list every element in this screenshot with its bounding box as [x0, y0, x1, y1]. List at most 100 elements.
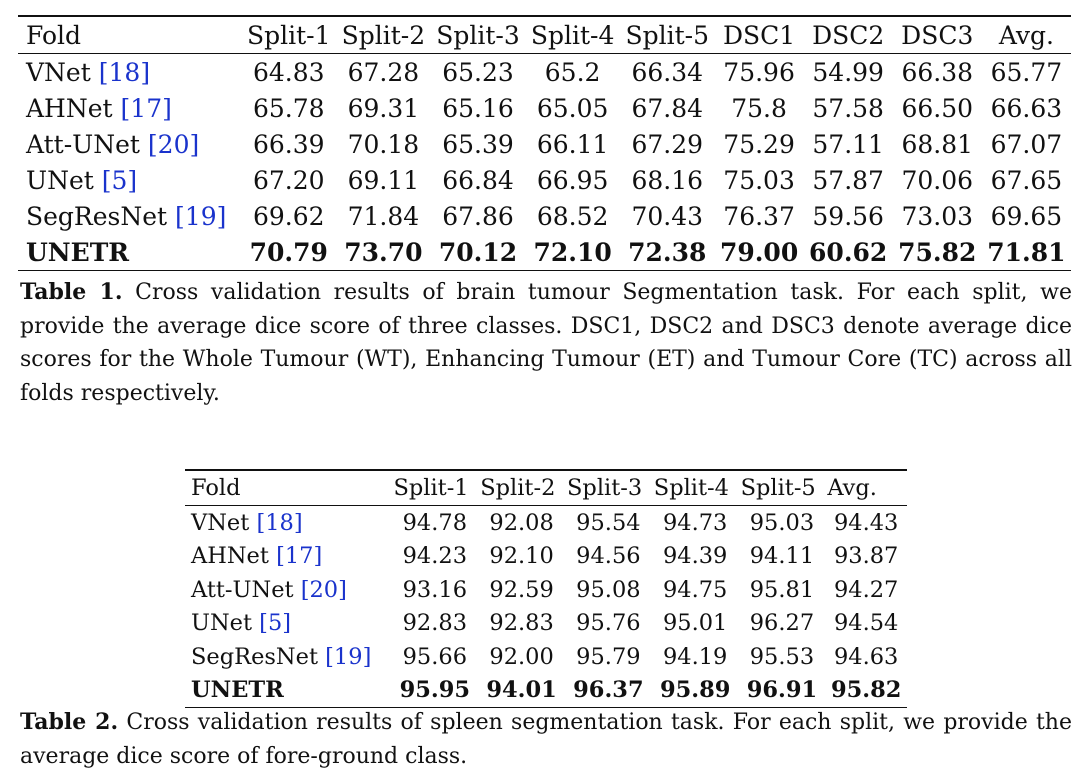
- score-cell: 95.76: [576, 610, 641, 637]
- citation-link[interactable]: [20]: [147, 129, 200, 159]
- model-name-cell: AHNet [17]: [185, 540, 391, 574]
- table-row: AHNet [17] 94.23 92.10 94.56 94.39 94.11 93.87: [185, 540, 907, 574]
- column-header: Split-2: [480, 475, 556, 501]
- citation-link[interactable]: [19]: [325, 643, 372, 670]
- column-header: Split-5: [740, 475, 816, 501]
- score-cell: 54.99: [812, 57, 884, 87]
- score-cell: 60.62: [809, 237, 888, 267]
- score-cell: 75.03: [723, 165, 795, 195]
- caption-text: Cross validation results of spleen segme…: [20, 710, 1072, 769]
- score-cell: 94.19: [662, 643, 728, 670]
- model-name-cell: VNet [18]: [185, 506, 391, 540]
- citation-link[interactable]: [17]: [276, 543, 323, 570]
- score-cell: 57.58: [812, 93, 884, 123]
- model-name: UNETR: [191, 677, 284, 704]
- column-header: Split-1: [393, 475, 469, 501]
- score-cell: 70.18: [347, 129, 420, 159]
- column-header: DSC1: [722, 20, 796, 50]
- citation-link[interactable]: [18]: [98, 57, 151, 87]
- column-header: Split-4: [653, 475, 729, 501]
- column-header: Fold: [191, 475, 241, 501]
- table2-caption: Table 2. Cross validation results of spl…: [20, 706, 1072, 773]
- column-header: DSC2: [812, 20, 885, 50]
- column-header: Split-3: [436, 20, 520, 50]
- score-cell: 66.95: [536, 165, 609, 195]
- citation-number[interactable]: 17: [284, 543, 314, 570]
- model-name-cell: AHNet [17]: [18, 90, 241, 126]
- score-cell: 94.54: [833, 610, 899, 637]
- table-row: UNETR 70.79 73.70 70.12 72.10 72.38 79.00 60.62…: [18, 234, 1071, 271]
- score-cell: 94.63: [833, 643, 899, 670]
- score-cell: 75.82: [898, 237, 977, 267]
- citation-link[interactable]: [20]: [300, 576, 347, 603]
- citation-link[interactable]: [19]: [175, 201, 227, 231]
- score-cell: 67.65: [990, 165, 1063, 195]
- score-cell: 94.56: [576, 543, 641, 570]
- column-header: Split-2: [341, 20, 426, 50]
- score-cell: 94.75: [662, 576, 728, 603]
- score-cell: 65.23: [442, 57, 514, 87]
- score-cell: 95.03: [749, 509, 815, 536]
- citation-number[interactable]: 17: [130, 93, 163, 123]
- table-row: UNet [5] 92.83 92.83 95.76 95.01 96.27 94.54: [185, 607, 907, 641]
- table-row: Att-UNet [20] 93.16 92.59 95.08 94.75 95.81 94…: [185, 573, 907, 607]
- model-name: AHNet: [191, 543, 269, 570]
- citation-link[interactable]: [18]: [256, 509, 303, 536]
- score-cell: 95.89: [659, 677, 731, 704]
- score-cell: 95.82: [830, 677, 902, 704]
- caption-text: Cross validation results of brain tumour…: [20, 280, 1072, 406]
- score-cell: 67.28: [347, 57, 420, 87]
- model-name: Att-UNet: [26, 129, 140, 159]
- score-cell: 70.12: [438, 237, 518, 267]
- score-cell: 68.16: [631, 165, 704, 195]
- score-cell: 68.52: [536, 201, 609, 231]
- citation-number[interactable]: 5: [111, 165, 128, 195]
- citation-number[interactable]: 5: [267, 610, 283, 637]
- model-name-cell: UNet [5]: [185, 607, 391, 641]
- score-cell: 67.86: [442, 201, 514, 231]
- score-cell: 92.83: [489, 610, 554, 637]
- column-header: Split-1: [246, 20, 331, 50]
- score-cell: 67.29: [631, 129, 704, 159]
- score-cell: 69.65: [990, 201, 1063, 231]
- citation-link[interactable]: [17]: [120, 93, 172, 123]
- model-name-cell: Att-UNet [20]: [18, 126, 241, 162]
- citation-number[interactable]: 19: [333, 643, 363, 670]
- score-cell: 94.73: [662, 509, 728, 536]
- score-cell: 94.43: [833, 509, 899, 536]
- citation-number[interactable]: 18: [108, 57, 141, 87]
- score-cell: 71.84: [347, 201, 420, 231]
- citation-number[interactable]: 19: [184, 201, 217, 231]
- citation-number[interactable]: 20: [157, 129, 190, 159]
- citation-number[interactable]: 20: [309, 576, 339, 603]
- model-name: UNETR: [26, 237, 130, 267]
- score-cell: 94.27: [833, 576, 899, 603]
- model-name: VNet: [191, 509, 250, 536]
- citation-number[interactable]: 18: [265, 509, 294, 536]
- table-header-row: Fold Split-1 Split-2 Split-3 Split-4 Split-5 D…: [18, 16, 1071, 54]
- table1-caption: Table 1. Cross validation results of bra…: [20, 276, 1072, 410]
- score-cell: 66.39: [252, 129, 325, 159]
- score-cell: 93.16: [402, 576, 468, 603]
- score-cell: 65.16: [442, 93, 514, 123]
- table-row: VNet [18] 94.78 92.08 95.54 94.73 95.03 94.43: [185, 506, 907, 540]
- score-cell: 75.96: [723, 57, 795, 87]
- score-cell: 64.83: [252, 57, 325, 87]
- score-cell: 93.87: [833, 543, 899, 570]
- model-name: SegResNet: [26, 201, 168, 231]
- model-name: UNet: [191, 610, 253, 637]
- citation-link[interactable]: [5]: [101, 165, 138, 195]
- table-row: Att-UNet [20] 66.39 70.18 65.39 66.11 67.29 75…: [18, 126, 1071, 162]
- score-cell: 70.06: [901, 165, 974, 195]
- score-cell: 75.8: [731, 93, 787, 123]
- brain-tumour-results-table: Fold Split-1 Split-2 Split-3 Split-4 Split-5 D…: [18, 15, 1071, 271]
- score-cell: 67.07: [990, 129, 1063, 159]
- model-name-cell: UNet [5]: [18, 162, 241, 198]
- score-cell: 70.79: [249, 237, 328, 267]
- score-cell: 94.39: [662, 543, 728, 570]
- score-cell: 66.34: [631, 57, 704, 87]
- model-name-cell: SegResNet [19]: [185, 640, 391, 674]
- score-cell: 95.53: [749, 643, 815, 670]
- citation-link[interactable]: [5]: [259, 610, 292, 637]
- score-cell: 95.01: [662, 610, 728, 637]
